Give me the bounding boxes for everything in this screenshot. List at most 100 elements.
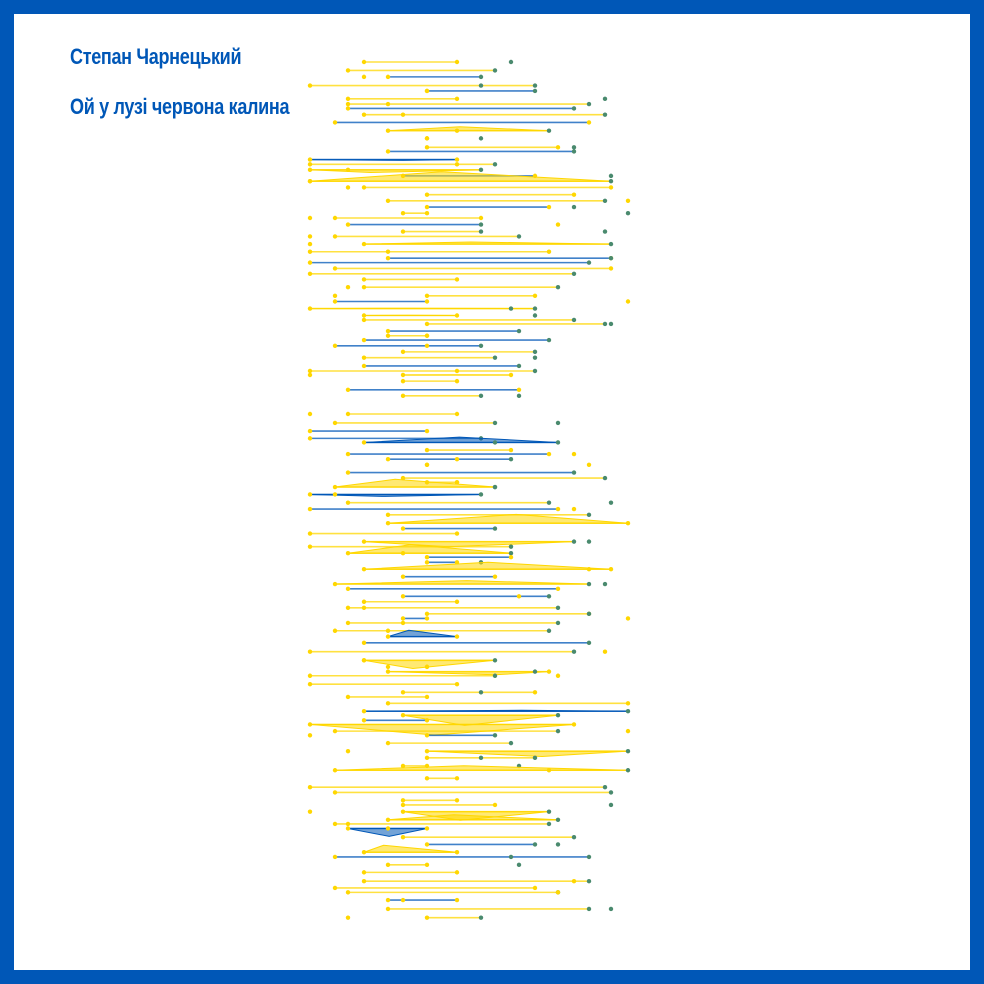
green-node (602, 581, 608, 587)
green-node (586, 512, 592, 518)
green-node (608, 179, 614, 184)
yellow-node (400, 616, 406, 621)
blue-triangle (309, 159, 458, 161)
green-node (571, 145, 577, 150)
yellow-node (555, 673, 561, 678)
yellow-node (345, 821, 351, 827)
yellow-node (608, 185, 614, 190)
yellow-node (454, 560, 460, 565)
yellow-node (345, 167, 351, 173)
yellow-node (571, 722, 577, 727)
green-node (508, 457, 514, 462)
yellow-node (625, 728, 631, 734)
yellow-node (424, 616, 430, 621)
green-node (586, 101, 592, 107)
yellow-node (454, 411, 460, 417)
yellow-node (332, 299, 338, 304)
yellow-triangle (363, 541, 575, 548)
yellow-node (454, 870, 460, 875)
yellow-node (625, 701, 631, 706)
yellow-node (555, 586, 561, 592)
yellow-node (424, 776, 430, 781)
yellow-node (546, 669, 552, 674)
yellow-node (400, 763, 406, 769)
green-node (492, 733, 498, 738)
yellow-node (345, 222, 351, 227)
yellow-node (332, 120, 338, 125)
yellow-node (332, 420, 338, 426)
yellow-node (307, 162, 313, 167)
yellow-node (400, 349, 406, 355)
green-node (555, 284, 561, 290)
yellow-node (546, 451, 552, 457)
green-node (508, 544, 514, 549)
green-node (571, 317, 577, 323)
yellow-triangle (334, 580, 590, 585)
yellow-node (361, 355, 367, 360)
green-node (516, 328, 522, 334)
yellow-node (307, 260, 313, 265)
yellow-node (454, 157, 460, 162)
author-name: Степан Чарнецький (70, 44, 242, 69)
yellow-node (400, 834, 406, 840)
green-node (571, 204, 577, 210)
yellow-node (332, 821, 338, 827)
yellow-node (345, 411, 351, 417)
yellow-triangle (426, 750, 629, 758)
yellow-node (361, 317, 367, 323)
green-node (478, 915, 484, 920)
green-node (586, 906, 592, 912)
yellow-node (332, 628, 338, 633)
yellow-triangle (363, 844, 458, 853)
yellow-node (385, 826, 391, 831)
yellow-node (385, 333, 391, 338)
yellow-node (400, 372, 406, 378)
green-node (508, 59, 514, 65)
yellow-node (555, 890, 561, 895)
yellow-node (492, 802, 498, 808)
yellow-node (307, 733, 313, 738)
yellow-triangle (309, 723, 575, 736)
green-node (571, 834, 577, 840)
yellow-node (307, 411, 313, 417)
yellow-node (345, 500, 351, 505)
yellow-node (571, 192, 577, 197)
yellow-node (424, 136, 430, 141)
yellow-node (608, 567, 614, 572)
green-node (532, 306, 538, 311)
green-node (555, 728, 561, 734)
yellow-node (307, 83, 313, 88)
yellow-node (424, 211, 430, 216)
yellow-node (307, 649, 313, 654)
green-node (546, 594, 552, 599)
yellow-node (625, 198, 631, 204)
yellow-node (345, 694, 351, 700)
green-node (625, 768, 631, 773)
green-node (602, 198, 608, 204)
green-node (546, 128, 552, 133)
yellow-node (424, 192, 430, 197)
yellow-node (385, 512, 391, 518)
yellow-node (454, 681, 460, 687)
green-node (508, 854, 514, 860)
yellow-node (307, 809, 313, 814)
green-node (555, 605, 561, 610)
yellow-node (361, 277, 367, 282)
green-node (571, 106, 577, 111)
green-node (532, 355, 538, 360)
yellow-node (332, 790, 338, 795)
yellow-node (555, 506, 561, 512)
green-node (555, 817, 561, 822)
yellow-node (385, 74, 391, 80)
yellow-node (424, 333, 430, 338)
yellow-node (424, 293, 430, 298)
green-node (492, 658, 498, 663)
yellow-node (424, 299, 430, 304)
yellow-node (586, 462, 592, 467)
yellow-node (454, 776, 460, 781)
yellow-node (385, 328, 391, 334)
yellow-node (400, 713, 406, 718)
green-node (625, 708, 631, 714)
yellow-node (361, 363, 367, 369)
yellow-node (345, 826, 351, 831)
